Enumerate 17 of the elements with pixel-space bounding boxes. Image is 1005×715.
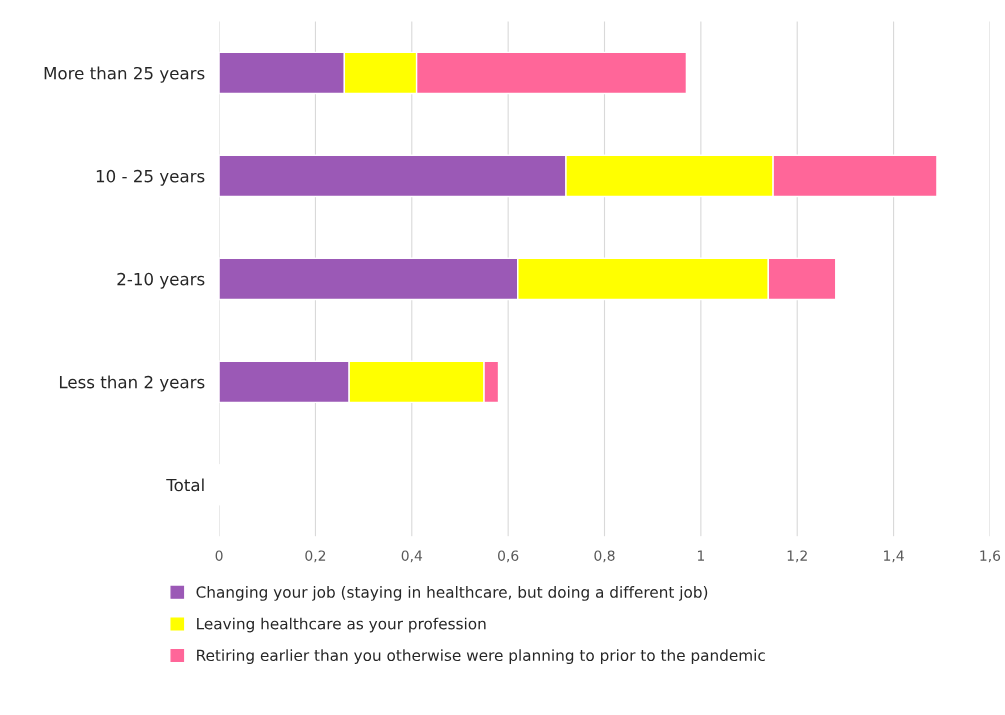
x-tick-label: 0,8 — [594, 550, 615, 563]
x-tick-label: 1,4 — [884, 550, 904, 563]
x-tick-label: 0 — [215, 550, 223, 561]
y-tick-label: More than 25 years — [44, 66, 205, 83]
legend-label: Leaving healthcare as your profession — [197, 617, 486, 633]
x-tick-label: 1,2 — [787, 550, 807, 563]
legend-label: Changing your job (staying in healthcare, but doing a different job) — [196, 586, 708, 601]
x-tick-label: 1,6 — [980, 550, 1001, 563]
x-tick-label: 0,4 — [401, 550, 423, 563]
x-tick-label: 1 — [697, 550, 704, 561]
y-tick-label: 2-10 years — [117, 272, 205, 289]
y-tick-label: Less than 2 years — [59, 375, 205, 392]
legend-label: Retiring earlier than you otherwise were planning to prior to the pandemic — [197, 649, 765, 665]
y-tick-label: 10 - 25 years — [96, 169, 205, 186]
x-tick-label: 0,6 — [498, 550, 519, 563]
x-tick-label: 0,2 — [305, 550, 326, 563]
y-tick-label: Total — [166, 478, 204, 492]
